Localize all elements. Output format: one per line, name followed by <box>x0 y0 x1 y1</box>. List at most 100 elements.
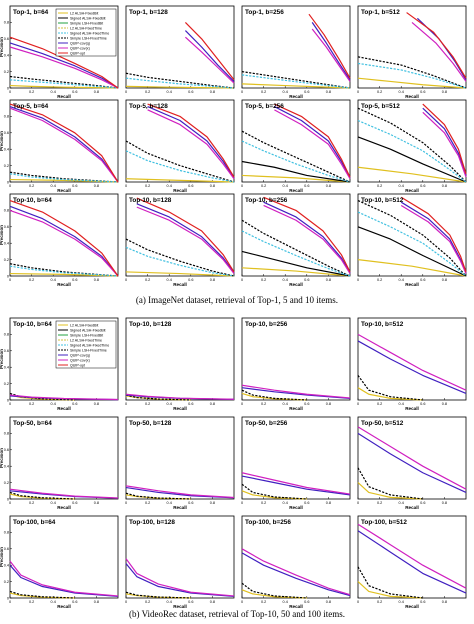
series-line <box>147 106 235 179</box>
series-line <box>9 560 119 597</box>
series-line <box>357 166 467 183</box>
series-line <box>422 107 467 176</box>
x-tick-label: 0.6 <box>304 184 309 188</box>
x-tick-label: 0.8 <box>94 600 99 604</box>
x-axis-label: Recall <box>173 282 187 287</box>
series-line <box>9 103 119 183</box>
x-tick-label: 0 <box>125 184 127 188</box>
legend-label: Signed ALSH-FixedTime <box>70 31 109 35</box>
x-tick-label: 0.8 <box>326 278 331 282</box>
y-axis-label: Precision <box>0 547 4 567</box>
y-tick-label: 0.2 <box>4 70 9 74</box>
subplot-title: Top-10, b=256 <box>245 321 288 328</box>
subplot-title: Top-100, b=64 <box>13 519 56 526</box>
x-tick-label: 0.4 <box>399 501 404 505</box>
x-axis-label: Recall <box>405 282 419 287</box>
y-tick-label: 0.4 <box>4 465 9 469</box>
x-axis-label: Recall <box>173 406 187 411</box>
series-line <box>241 250 351 277</box>
series-line <box>136 203 235 274</box>
series-line <box>9 105 119 183</box>
series-line <box>357 259 467 277</box>
y-tick-label: 0.2 <box>4 580 9 584</box>
legend-label: Simple LSH-FixedBit <box>70 21 103 25</box>
x-axis-label: Recall <box>289 188 303 193</box>
series-line <box>125 563 235 597</box>
series-line <box>241 475 351 496</box>
x-tick-label: 0.8 <box>442 501 447 505</box>
series-line <box>241 387 351 399</box>
x-axis-label: Recall <box>289 406 303 411</box>
series-line <box>241 548 351 596</box>
x-axis-label: Recall <box>289 94 303 99</box>
x-tick-label: 0.8 <box>210 184 215 188</box>
y-tick-label: 0.6 <box>4 547 9 551</box>
series-line <box>184 21 235 81</box>
x-tick-label: 0.2 <box>29 90 34 94</box>
x-axis-label: Recall <box>57 604 71 609</box>
series-line <box>125 393 235 400</box>
legend-label: QUIP-cov(x) <box>70 46 90 50</box>
x-tick-label: 0.4 <box>51 402 56 406</box>
x-tick-label: 0.4 <box>167 501 172 505</box>
x-tick-label: 0.6 <box>72 90 77 94</box>
series-line <box>136 206 235 274</box>
x-tick-label: 0.2 <box>261 90 266 94</box>
x-tick-label: 0 <box>241 278 243 282</box>
x-tick-label: 0.6 <box>304 600 309 604</box>
x-tick-label: 0.4 <box>51 501 56 505</box>
series-line <box>9 36 119 89</box>
legend-label: QUIP-cov(q) <box>70 353 90 357</box>
plot-frame <box>357 5 467 89</box>
legend-label: Simple LSH-FixedBit <box>70 333 103 337</box>
x-tick-label: 0.2 <box>261 501 266 505</box>
series-line <box>9 394 119 401</box>
plot-frame <box>357 317 467 401</box>
subplot-title: Top-50, b=256 <box>245 420 288 427</box>
series-line <box>274 106 351 179</box>
x-tick-label: 0.6 <box>188 402 193 406</box>
y-tick-label: 0 <box>7 180 9 184</box>
x-tick-label: 0.4 <box>51 184 56 188</box>
y-axis-label: Precision <box>0 131 4 151</box>
x-tick-label: 0.8 <box>326 402 331 406</box>
x-tick-label: 0.8 <box>210 600 215 604</box>
plot-frame <box>125 416 235 500</box>
x-tick-label: 0.2 <box>145 600 150 604</box>
series-line <box>9 265 119 277</box>
x-tick-label: 0.2 <box>29 600 34 604</box>
legend-label: Simple LSH-FixedTime <box>70 36 107 40</box>
x-axis-label: Recall <box>57 282 71 287</box>
y-tick-label: 0.8 <box>4 432 9 436</box>
series-line <box>357 581 423 599</box>
x-tick-label: 0.2 <box>29 278 34 282</box>
series-line <box>9 171 119 183</box>
series-line <box>241 552 351 597</box>
subplot-title: Top-50, b=128 <box>129 420 172 427</box>
series-line <box>9 209 119 277</box>
subplot-title: Top-5, b=128 <box>129 103 168 110</box>
subplot-title: Top-1, b=64 <box>13 9 49 16</box>
series-line <box>357 333 467 391</box>
x-tick-label: 0.8 <box>94 278 99 282</box>
subplot-title: Top-1, b=256 <box>245 9 284 16</box>
x-tick-label: 0 <box>357 278 359 282</box>
x-axis-label: Recall <box>57 188 71 193</box>
series-line <box>241 582 307 599</box>
x-tick-label: 0.8 <box>442 600 447 604</box>
x-tick-label: 0.8 <box>442 402 447 406</box>
series-line <box>136 197 235 273</box>
x-tick-label: 0 <box>357 600 359 604</box>
series-line <box>125 77 235 89</box>
y-tick-label: 0 <box>7 86 9 90</box>
x-tick-label: 0 <box>125 501 127 505</box>
series-line <box>241 71 351 89</box>
x-axis-label: Recall <box>57 505 71 510</box>
series-line <box>241 74 351 89</box>
x-tick-label: 0.8 <box>94 184 99 188</box>
x-tick-label: 0.6 <box>72 600 77 604</box>
x-tick-label: 0 <box>9 600 11 604</box>
y-axis-label: Precision <box>0 448 4 468</box>
series-line <box>241 174 351 183</box>
x-tick-label: 0.2 <box>29 501 34 505</box>
